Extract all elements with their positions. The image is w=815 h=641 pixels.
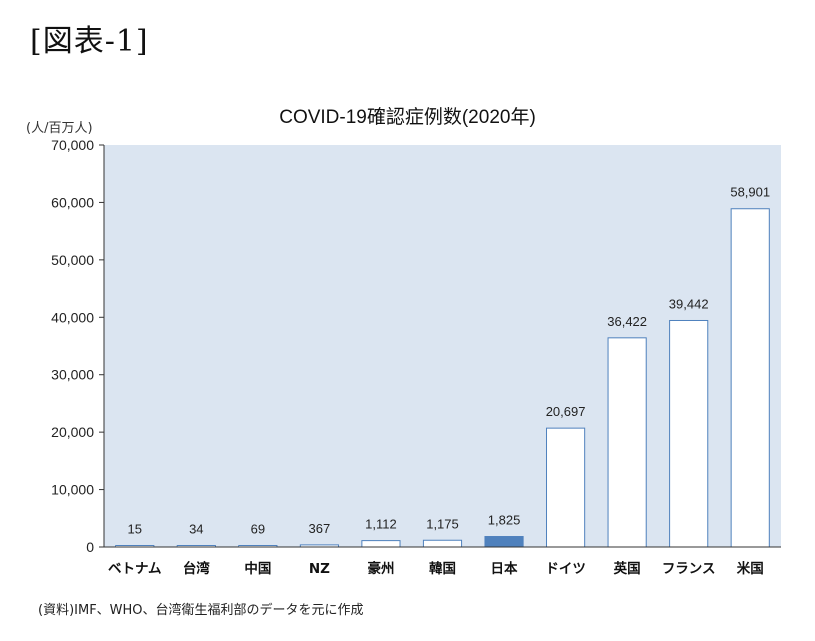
- plot-area: [104, 145, 781, 547]
- bar: [422, 539, 463, 548]
- y-tick-label: 10,000: [51, 482, 94, 498]
- value-label: 34: [189, 522, 203, 537]
- y-tick-label: 70,000: [51, 137, 94, 153]
- value-label: 15: [128, 522, 142, 537]
- y-tick-label: 30,000: [51, 367, 94, 383]
- y-axis-unit-label: (人/百万人): [26, 121, 93, 136]
- value-label: 1,175: [426, 516, 459, 531]
- y-tick-label: 60,000: [51, 194, 94, 210]
- category-label: フランス: [662, 561, 716, 577]
- category-label: ドイツ: [545, 561, 586, 577]
- y-tick-label: 0: [86, 539, 94, 555]
- category-label: NZ: [309, 561, 330, 577]
- value-label: 367: [309, 521, 331, 536]
- value-label: 39,442: [669, 296, 709, 311]
- figure-label: [図表-1]: [30, 24, 149, 59]
- bar: [546, 427, 586, 548]
- value-label: 36,422: [607, 314, 647, 329]
- value-label: 20,697: [546, 404, 586, 419]
- chart-title: COVID-19確認症例数(2020年): [279, 107, 536, 128]
- category-label: 豪州: [367, 560, 394, 577]
- y-tick-label: 40,000: [51, 309, 94, 325]
- y-tick-label: 50,000: [51, 252, 94, 268]
- value-label: 58,901: [730, 185, 770, 200]
- bar: [669, 319, 709, 548]
- category-label: 韓国: [429, 560, 456, 577]
- bar: [484, 536, 524, 548]
- y-tick-label: 20,000: [51, 424, 94, 440]
- bar: [361, 540, 401, 548]
- category-label: ベトナム: [108, 561, 162, 577]
- value-label: 1,825: [488, 513, 521, 528]
- category-label: 英国: [613, 560, 641, 577]
- bar: [730, 208, 770, 548]
- value-label: 69: [251, 522, 265, 537]
- category-label: 日本: [491, 560, 518, 577]
- bar: [607, 337, 647, 548]
- source-note: (資料)IMF、WHO、台湾衛生福利部のデータを元に作成: [38, 603, 364, 618]
- category-label: 米国: [737, 560, 764, 577]
- category-label: 中国: [244, 560, 271, 577]
- value-label: 1,112: [365, 517, 397, 532]
- category-label: 台湾: [183, 560, 210, 577]
